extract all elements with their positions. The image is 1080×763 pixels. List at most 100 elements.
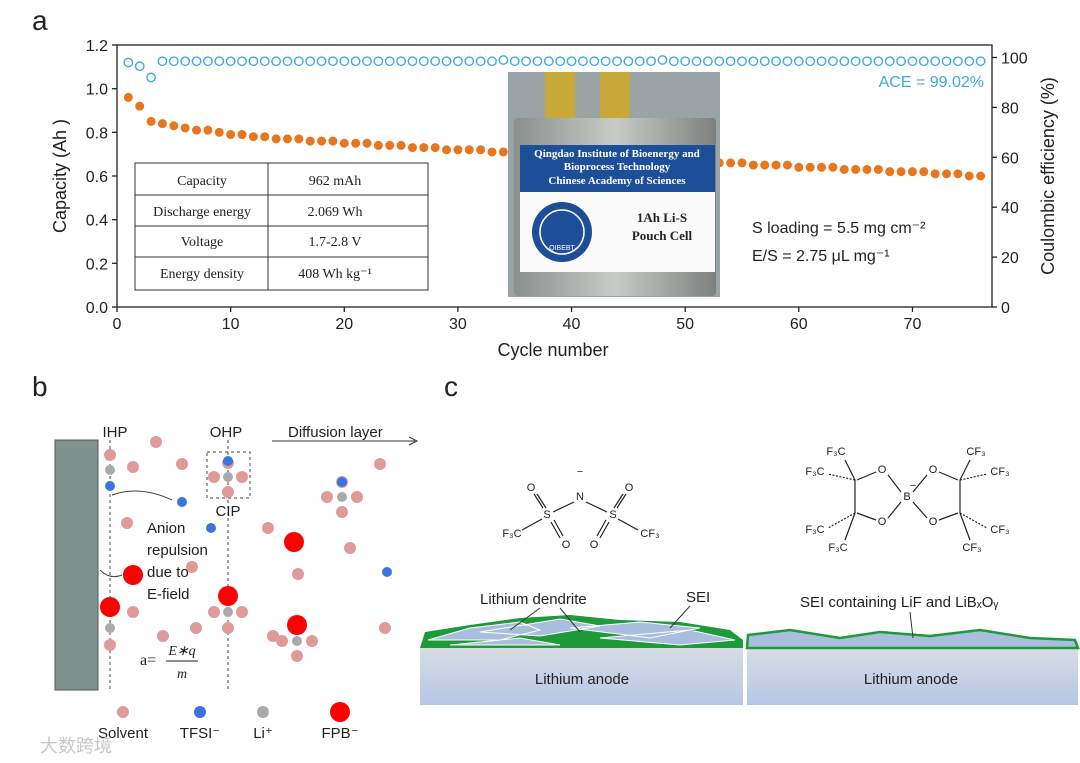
marker — [793, 56, 804, 67]
marker — [907, 167, 917, 177]
photo-text: Bioprocess Technology — [564, 161, 671, 173]
label: E-field — [147, 586, 190, 603]
atom: CF₃ — [990, 466, 1009, 478]
marker — [521, 56, 531, 67]
marker — [191, 56, 202, 67]
y2-tick-label: 0 — [1001, 300, 1010, 317]
marker — [203, 56, 213, 67]
marker — [328, 136, 338, 146]
marker — [657, 55, 668, 65]
marker — [317, 136, 327, 146]
marker — [476, 145, 486, 155]
marker — [794, 162, 804, 172]
marker — [339, 56, 350, 67]
marker — [123, 57, 134, 68]
marker — [782, 160, 792, 170]
atom: F₃C — [828, 542, 847, 554]
marker — [850, 56, 861, 67]
marker — [237, 56, 247, 67]
marker — [385, 140, 395, 150]
label: Lithium anode — [535, 671, 629, 688]
marker — [339, 138, 349, 148]
legend-label: Solvent — [98, 725, 149, 742]
marker — [668, 56, 679, 67]
marker — [316, 56, 327, 67]
marker — [453, 145, 463, 155]
cell: Voltage — [181, 235, 224, 250]
marker — [600, 56, 611, 67]
marker — [475, 56, 486, 67]
cell: 2.069 Wh — [308, 205, 363, 220]
atom: O — [625, 482, 634, 494]
atom: S — [609, 509, 616, 521]
marker — [760, 160, 770, 170]
marker — [566, 56, 577, 67]
marker — [282, 134, 292, 144]
panel-label: b — [32, 371, 48, 402]
marker — [271, 134, 281, 144]
atom: N — [576, 491, 584, 503]
marker — [578, 56, 588, 67]
atom: O — [878, 464, 887, 476]
y-tick-label: 1.2 — [86, 38, 108, 55]
marker — [691, 56, 702, 67]
marker — [271, 56, 281, 67]
marker — [646, 56, 656, 67]
marker — [396, 140, 406, 150]
atom: CF₃ — [990, 524, 1009, 536]
marker — [362, 138, 372, 148]
atom: CF₃ — [966, 446, 985, 458]
marker — [953, 56, 963, 67]
cell: Energy density — [160, 267, 244, 282]
marker — [737, 158, 747, 168]
marker — [680, 56, 691, 67]
x-tick-label: 20 — [335, 316, 353, 333]
marker — [259, 56, 270, 67]
label: CIP — [215, 503, 240, 520]
marker — [816, 56, 827, 67]
label: IHP — [102, 424, 127, 441]
y2-tick-label: 40 — [1001, 200, 1019, 217]
marker — [828, 56, 838, 67]
marker — [703, 56, 713, 67]
marker — [873, 164, 883, 174]
y2-tick-label: 100 — [1001, 50, 1028, 67]
equation: a= — [140, 652, 156, 669]
annotation: S loading = 5.5 mg cm⁻² — [752, 220, 926, 237]
marker — [430, 143, 440, 153]
equation: E∗q — [167, 644, 195, 659]
marker — [442, 145, 452, 155]
y-tick-label: 0.6 — [86, 169, 108, 186]
y2-axis-label: Coulombic efficiency (%) — [1038, 77, 1058, 275]
panel-label: a — [32, 5, 48, 36]
marker — [396, 56, 406, 67]
label: Lithium anode — [864, 671, 958, 688]
marker — [384, 56, 395, 67]
watermark: 大数跨境 — [40, 736, 112, 756]
x-tick-label: 60 — [790, 316, 808, 333]
atom: S — [543, 509, 550, 521]
atom: F₃C — [826, 446, 845, 458]
annotation: ACE = 99.02% — [879, 74, 984, 91]
marker — [180, 56, 191, 67]
marker — [543, 56, 554, 67]
y2-tick-label: 80 — [1001, 100, 1019, 117]
atom: O — [527, 482, 536, 494]
marker — [896, 56, 906, 67]
marker — [146, 72, 156, 83]
marker — [498, 147, 508, 157]
marker — [487, 56, 497, 67]
y-tick-label: 0.4 — [86, 213, 108, 230]
marker — [634, 56, 645, 67]
marker — [123, 92, 133, 102]
label: Lithium dendrite — [480, 591, 587, 608]
atom: O — [929, 464, 938, 476]
annotation: E/S = 2.75 μL mg⁻¹ — [752, 248, 890, 265]
x-tick-label: 10 — [222, 316, 240, 333]
x-tick-label: 0 — [113, 316, 122, 333]
marker — [589, 56, 600, 67]
panel-c: Lithium dendrite SEI SEI containing LiF … — [420, 446, 1080, 705]
marker — [192, 125, 202, 135]
marker — [305, 56, 316, 67]
label: Diffusion layer — [288, 424, 383, 441]
